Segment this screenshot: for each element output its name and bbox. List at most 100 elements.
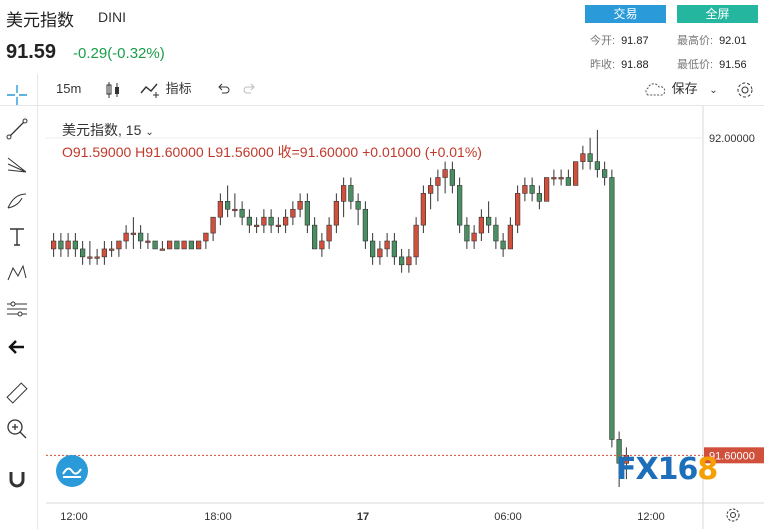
candle-body (203, 232, 209, 242)
candle-body (138, 232, 144, 242)
gear-icon (737, 82, 753, 98)
candle-body (377, 248, 383, 258)
settings-button[interactable] (735, 74, 755, 104)
instrument-title: 美元指数 (6, 11, 74, 30)
stat-low: 最低价: 91.56 (677, 59, 747, 71)
chevron-down-icon: ⌄ (709, 85, 718, 96)
drawing-toolbar (0, 74, 38, 529)
arrow-left-icon (8, 340, 24, 354)
candle-body (515, 193, 521, 226)
indicators-button[interactable]: 指标 (140, 74, 192, 104)
text-tool[interactable] (4, 224, 30, 250)
candle-body (225, 201, 231, 210)
candle-body (551, 177, 557, 180)
candle-body (51, 240, 57, 250)
candle-body (304, 201, 310, 226)
y-tick-label: 92.00000 (709, 133, 755, 145)
candle-body (217, 201, 223, 218)
candle-body (58, 240, 64, 250)
candle-body (174, 240, 180, 250)
candlestick-icon (106, 81, 119, 98)
candle-body (152, 240, 158, 250)
save-label: 保存 (671, 81, 698, 96)
candle-body (181, 240, 187, 250)
candle-body (101, 248, 107, 258)
candle-body (319, 240, 325, 250)
candle-body (268, 216, 274, 226)
trendline-tool[interactable] (4, 116, 30, 142)
candle-body (290, 208, 296, 218)
ruler-tool[interactable] (4, 380, 30, 406)
magnet-tool[interactable] (4, 466, 30, 492)
crosshair-icon (7, 85, 27, 105)
fullscreen-button[interactable]: 全屏 (677, 5, 758, 23)
candle-body (239, 208, 245, 218)
text-icon (10, 228, 24, 246)
candle-body (116, 240, 122, 250)
candle-body (391, 240, 397, 258)
redo-icon (243, 83, 255, 94)
candle-body (478, 216, 484, 234)
candle-body (254, 224, 260, 227)
candle-body (500, 240, 506, 250)
trade-button[interactable]: 交易 (585, 5, 666, 23)
axis-settings-gear-icon[interactable] (726, 508, 740, 522)
candle-body (507, 224, 513, 250)
crosshair-tool[interactable] (4, 82, 30, 108)
price-chart[interactable]: 92.00000 91.60000 12:00 18:00 17 06:00 12:00 (46, 106, 764, 529)
price-change: -0.29(-0.32%) (73, 45, 165, 62)
candle-body (65, 240, 71, 250)
candle-body (355, 201, 361, 210)
trendline-icon (6, 118, 28, 140)
candle-body (522, 185, 528, 194)
candle-body (493, 224, 499, 242)
save-button[interactable]: 保存 ⌄ (642, 74, 718, 104)
wave-chart-icon (62, 467, 82, 478)
candle-body (471, 232, 477, 242)
candle-body (580, 153, 586, 162)
zoom-in-icon (7, 419, 27, 439)
magnet-icon (9, 472, 25, 488)
zoom-tool[interactable] (4, 416, 30, 442)
instrument-symbol: DINI (98, 9, 126, 25)
candle-body (536, 193, 542, 202)
candle-body (159, 248, 165, 251)
pattern-tool[interactable] (4, 260, 30, 286)
candle-body (261, 216, 267, 226)
candle-type-button[interactable] (104, 74, 122, 104)
interval-selector[interactable]: 15m (56, 81, 82, 96)
last-price-tag (704, 447, 764, 464)
brush-icon (7, 193, 27, 209)
candle-body (573, 161, 579, 186)
candle-body (464, 224, 470, 242)
brush-tool[interactable] (4, 188, 30, 214)
measure-tool[interactable] (4, 296, 30, 322)
tradingview-logo-button[interactable] (56, 455, 88, 487)
x-tick-label: 06:00 (494, 511, 522, 523)
chart-legend-name[interactable]: 美元指数, 15 ⌄ (62, 122, 154, 138)
candle-body (413, 224, 419, 258)
candle-body (449, 169, 455, 186)
candle-body (94, 256, 100, 259)
pitchfork-tool[interactable] (4, 152, 30, 178)
candle-body (384, 240, 390, 250)
candle-body (602, 169, 608, 178)
candle-body (616, 439, 622, 464)
x-tick-label: 17 (357, 511, 369, 523)
candle-body (326, 224, 332, 242)
undo-icon (218, 83, 230, 94)
candle-body (275, 224, 281, 227)
candle-body (370, 240, 376, 258)
quote-header: 美元指数 DINI 91.59 -0.29(-0.32%) 交易 全屏 今开: 9… (0, 0, 764, 72)
candle-body (457, 185, 463, 226)
candle-body (587, 153, 593, 162)
candle-body (232, 208, 238, 212)
back-arrow-tool[interactable] (4, 334, 30, 360)
candle-body (435, 177, 441, 186)
chart-toolbar: 15m 指标 保存 ⌄ (0, 74, 764, 106)
undo-button[interactable] (215, 74, 231, 104)
redo-button[interactable] (242, 74, 258, 104)
candle-body (348, 185, 354, 202)
candle-body (529, 185, 535, 194)
candle-body (87, 256, 93, 259)
